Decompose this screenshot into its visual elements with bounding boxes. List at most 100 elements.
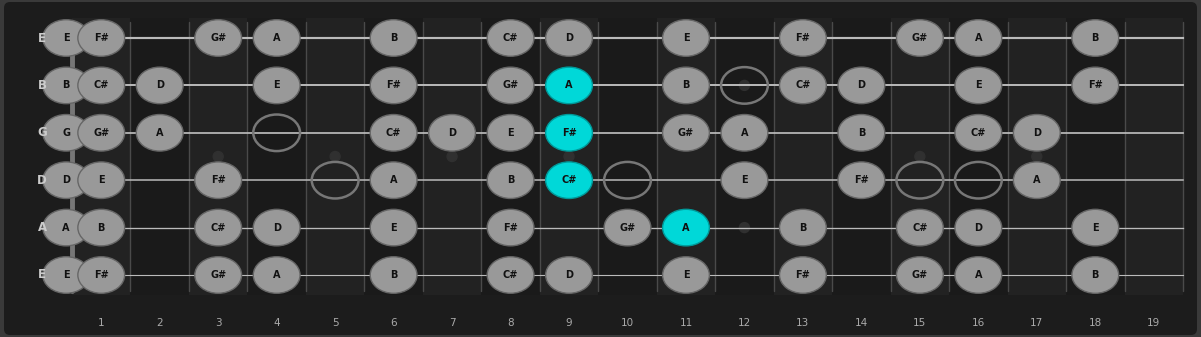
Ellipse shape — [1072, 209, 1118, 246]
Text: D: D — [62, 175, 70, 185]
Text: E: E — [741, 175, 748, 185]
Bar — [598, 18, 657, 295]
Ellipse shape — [488, 115, 534, 151]
Text: G#: G# — [912, 270, 928, 280]
Text: A: A — [974, 270, 982, 280]
Text: E: E — [38, 269, 46, 281]
Circle shape — [740, 81, 749, 90]
Ellipse shape — [370, 257, 417, 293]
Text: A: A — [62, 223, 70, 233]
Text: A: A — [1033, 175, 1040, 185]
Text: F#: F# — [94, 33, 108, 43]
Text: C#: C# — [386, 128, 401, 138]
Ellipse shape — [663, 257, 710, 293]
Text: 15: 15 — [913, 318, 926, 328]
Text: F#: F# — [1088, 81, 1103, 90]
Text: 11: 11 — [680, 318, 693, 328]
Ellipse shape — [545, 257, 592, 293]
Bar — [423, 18, 482, 295]
Circle shape — [915, 152, 925, 161]
Text: A: A — [682, 223, 689, 233]
Ellipse shape — [896, 257, 943, 293]
Text: C#: C# — [503, 33, 519, 43]
Text: A: A — [273, 33, 280, 43]
Text: F#: F# — [562, 128, 576, 138]
Text: B: B — [97, 223, 104, 233]
Text: A: A — [390, 175, 398, 185]
Text: B: B — [37, 79, 47, 92]
Bar — [949, 18, 1008, 295]
Ellipse shape — [1014, 115, 1060, 151]
Text: G#: G# — [502, 81, 519, 90]
Bar — [72, 18, 131, 295]
Bar — [773, 18, 832, 295]
Text: C#: C# — [94, 81, 109, 90]
Ellipse shape — [488, 162, 534, 198]
Ellipse shape — [838, 67, 885, 104]
Text: 10: 10 — [621, 318, 634, 328]
Ellipse shape — [137, 67, 183, 104]
Text: C#: C# — [795, 81, 811, 90]
Bar — [306, 18, 364, 295]
Bar — [1066, 18, 1124, 295]
Text: A: A — [37, 221, 47, 234]
Text: E: E — [682, 33, 689, 43]
Text: 13: 13 — [796, 318, 809, 328]
Ellipse shape — [43, 162, 90, 198]
Text: 12: 12 — [737, 318, 751, 328]
Text: D: D — [1033, 128, 1041, 138]
Ellipse shape — [604, 209, 651, 246]
Ellipse shape — [253, 257, 300, 293]
Bar — [657, 18, 716, 295]
Text: E: E — [274, 81, 280, 90]
Bar — [364, 18, 423, 295]
Text: E: E — [38, 31, 46, 44]
Ellipse shape — [779, 209, 826, 246]
Ellipse shape — [43, 209, 90, 246]
Text: D: D — [156, 81, 163, 90]
Bar — [891, 18, 949, 295]
Ellipse shape — [370, 162, 417, 198]
Text: F#: F# — [503, 223, 518, 233]
Text: 5: 5 — [331, 318, 339, 328]
Ellipse shape — [253, 67, 300, 104]
Text: 1: 1 — [98, 318, 104, 328]
Text: F#: F# — [854, 175, 868, 185]
Text: B: B — [1092, 270, 1099, 280]
Circle shape — [740, 223, 749, 233]
Ellipse shape — [370, 209, 417, 246]
Ellipse shape — [955, 115, 1002, 151]
Text: E: E — [390, 223, 396, 233]
Text: G#: G# — [210, 270, 226, 280]
Ellipse shape — [78, 257, 125, 293]
Ellipse shape — [779, 67, 826, 104]
Ellipse shape — [195, 162, 241, 198]
Text: 4: 4 — [274, 318, 280, 328]
Circle shape — [330, 152, 340, 161]
Text: B: B — [1092, 33, 1099, 43]
Ellipse shape — [78, 67, 125, 104]
Text: D: D — [974, 223, 982, 233]
Ellipse shape — [779, 20, 826, 56]
Ellipse shape — [253, 209, 300, 246]
Ellipse shape — [195, 20, 241, 56]
Bar — [482, 18, 539, 295]
Text: G#: G# — [912, 33, 928, 43]
Text: E: E — [507, 128, 514, 138]
Ellipse shape — [488, 67, 534, 104]
Text: C#: C# — [503, 270, 519, 280]
Ellipse shape — [370, 20, 417, 56]
Ellipse shape — [1072, 67, 1118, 104]
Text: D: D — [37, 174, 47, 187]
Text: 19: 19 — [1147, 318, 1160, 328]
Text: 3: 3 — [215, 318, 221, 328]
Text: D: D — [273, 223, 281, 233]
Bar — [189, 18, 247, 295]
Ellipse shape — [955, 257, 1002, 293]
Bar — [832, 18, 891, 295]
Ellipse shape — [429, 115, 476, 151]
Text: 9: 9 — [566, 318, 573, 328]
Ellipse shape — [955, 67, 1002, 104]
Text: F#: F# — [211, 175, 226, 185]
Text: D: D — [564, 33, 573, 43]
